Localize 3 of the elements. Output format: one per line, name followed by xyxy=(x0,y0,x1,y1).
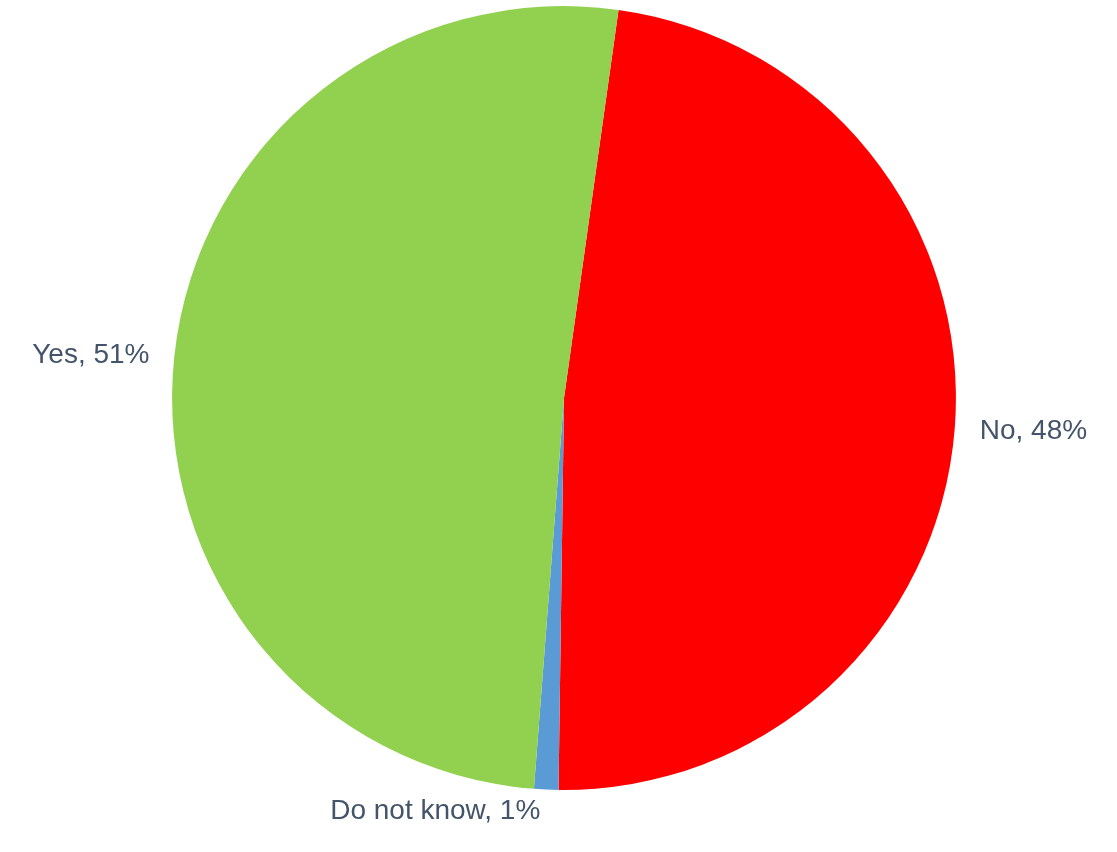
slice-label: Yes, 51% xyxy=(32,338,150,370)
slice-label: Do not know, 1% xyxy=(330,794,541,825)
slice-label: No, 48% xyxy=(979,414,1088,446)
